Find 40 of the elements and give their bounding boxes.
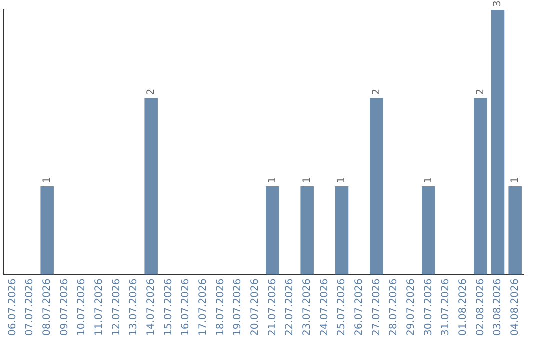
x-tick-label: 19.07.2026	[232, 278, 244, 336]
x-tick-label: 09.07.2026	[59, 278, 70, 336]
x-tick-label: 06.07.2026	[7, 278, 18, 336]
x-tick-label: 10.07.2026	[76, 278, 88, 336]
x-tick-label: 03.08.2026	[492, 278, 504, 336]
x-tick-label: 11.07.2026	[94, 278, 105, 336]
x-tick-label: 20.07.2026	[250, 278, 261, 336]
x-tick-label: 25.07.2026	[336, 278, 348, 336]
data-label: 2	[146, 88, 157, 96]
x-tick-label: 27.07.2026	[371, 278, 382, 336]
data-label: 1	[267, 177, 278, 184]
x-tick-label: 14.07.2026	[146, 278, 157, 336]
data-label: 2	[371, 88, 382, 96]
x-tick-label: 23.07.2026	[302, 278, 313, 336]
x-tick-label: 15.07.2026	[163, 278, 174, 336]
x-tick-label: 30.07.2026	[423, 278, 434, 336]
x-tick-label: 26.07.2026	[354, 278, 365, 336]
x-tick-label: 16.07.2026	[180, 278, 192, 336]
x-tick-label: 13.07.2026	[128, 278, 140, 336]
x-tick-label: 31.07.2026	[440, 278, 452, 336]
x-tick-label: 29.07.2026	[406, 278, 417, 336]
data-label: 1	[510, 177, 521, 184]
x-tick-label: 22.07.2026	[284, 278, 296, 336]
x-tick-label: 17.07.2026	[198, 278, 209, 336]
x-tick-label: 07.07.2026	[24, 278, 36, 336]
x-tick-label: 04.08.2026	[510, 278, 521, 336]
data-label: 1	[42, 177, 53, 184]
x-tick-label: 02.08.2026	[475, 278, 486, 336]
data-label: 1	[423, 177, 434, 184]
data-label: 2	[475, 88, 486, 96]
x-tick-label: 21.07.2026	[267, 278, 278, 336]
x-tick-label: 28.07.2026	[388, 278, 400, 336]
x-tick-label: 08.07.2026	[42, 278, 53, 336]
x-tick-label: 18.07.2026	[215, 278, 226, 336]
x-tick-label: 24.07.2026	[319, 278, 330, 336]
data-label: 1	[302, 177, 313, 184]
data-label: 1	[336, 177, 348, 184]
data-label: 3	[492, 0, 504, 7]
x-tick-label: 01.08.2026	[458, 278, 469, 336]
x-tick-label: 12.07.2026	[111, 278, 122, 336]
